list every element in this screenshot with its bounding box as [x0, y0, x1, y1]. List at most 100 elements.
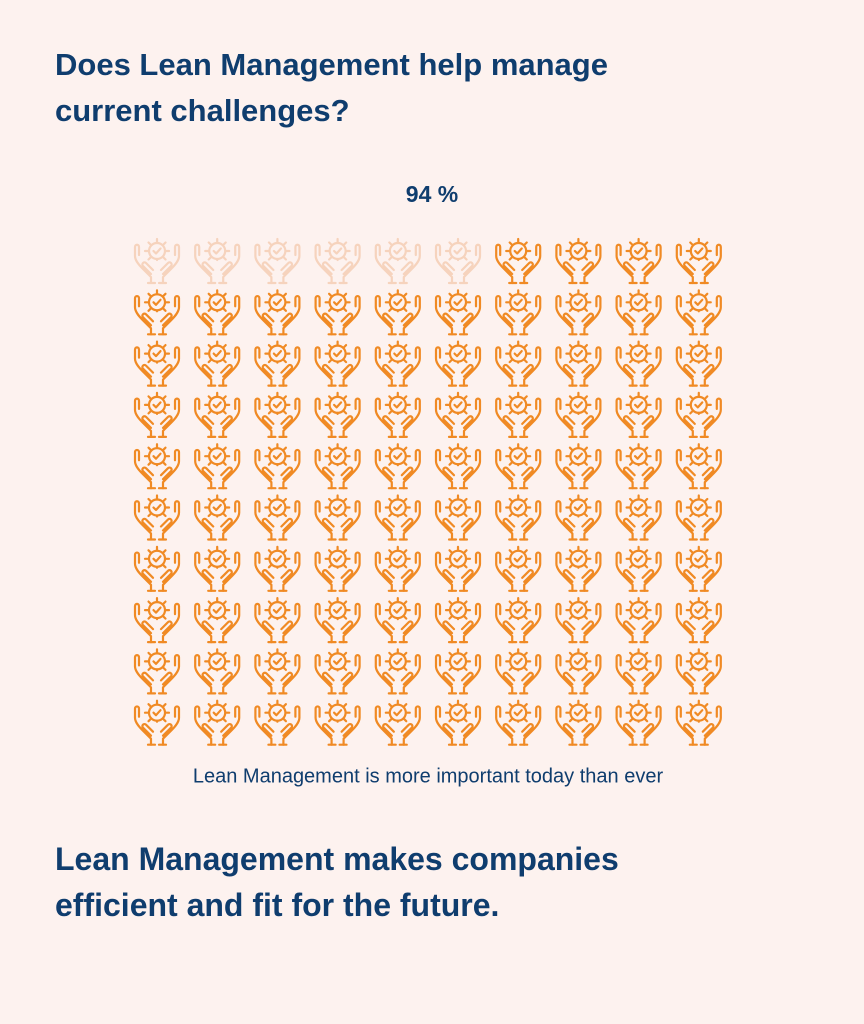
icon-filled — [495, 237, 542, 285]
icon-filled — [615, 340, 662, 387]
icon-filled — [675, 596, 722, 644]
icon-filled — [675, 289, 722, 336]
icon-filled — [615, 391, 662, 438]
icon-filled — [555, 648, 602, 695]
icon-filled — [194, 340, 241, 387]
icon-filled — [194, 545, 241, 592]
icon-filled — [194, 648, 241, 695]
icon-empty — [133, 237, 181, 285]
icon-filled — [374, 596, 421, 644]
icon-filled — [133, 545, 181, 592]
icon-empty — [374, 237, 421, 285]
icon-filled — [374, 699, 421, 746]
chart-title: Does Lean Management help manage current… — [55, 47, 608, 128]
icon-filled — [495, 596, 542, 644]
icon-filled — [314, 340, 361, 387]
icon-filled — [314, 289, 361, 336]
icon-filled — [615, 494, 662, 541]
icon-filled — [254, 699, 301, 746]
icon-filled — [254, 494, 301, 541]
icon-filled — [374, 545, 421, 592]
icon-filled — [254, 648, 301, 695]
icon-filled — [314, 699, 361, 746]
icon-filled — [194, 391, 241, 438]
icon-filled — [133, 699, 181, 746]
icon-filled — [434, 648, 482, 695]
icon-filled — [495, 699, 542, 746]
icon-empty — [434, 237, 482, 285]
icon-filled — [133, 494, 181, 541]
icon-filled — [254, 596, 301, 644]
icon-filled — [314, 494, 361, 541]
conclusion: Lean Management makes companies efficien… — [55, 841, 619, 923]
icon-filled — [555, 237, 602, 285]
icon-filled — [615, 237, 662, 285]
icon-filled — [675, 648, 722, 695]
icon-filled — [434, 494, 482, 541]
icon-filled — [194, 494, 241, 541]
icon-filled — [254, 340, 301, 387]
icon-filled — [374, 648, 421, 695]
icon-filled — [374, 494, 421, 541]
icon-filled — [495, 443, 542, 490]
icon-filled — [434, 443, 482, 490]
icon-filled — [555, 391, 602, 438]
icon-filled — [434, 699, 482, 746]
icon-filled — [555, 289, 602, 336]
icon-filled — [555, 545, 602, 592]
icon-filled — [615, 699, 662, 746]
icon-filled — [314, 545, 361, 592]
icon-filled — [615, 596, 662, 644]
icon-filled — [495, 340, 542, 387]
icon-filled — [675, 237, 722, 285]
icon-filled — [675, 391, 722, 438]
chart: 94 % Lean Management is more important t… — [133, 181, 722, 787]
icon-filled — [133, 391, 181, 438]
icon-filled — [133, 289, 181, 336]
icon-filled — [434, 391, 482, 438]
icon-filled — [495, 391, 542, 438]
icon-filled — [495, 648, 542, 695]
icon-filled — [314, 648, 361, 695]
icon-filled — [314, 391, 361, 438]
icon-filled — [434, 289, 482, 336]
icon-filled — [675, 340, 722, 387]
icon-filled — [194, 443, 241, 490]
icon-filled — [555, 596, 602, 644]
icon-filled — [434, 340, 482, 387]
icon-filled — [495, 545, 542, 592]
icon-filled — [374, 289, 421, 336]
icon-filled — [254, 289, 301, 336]
icon-empty — [254, 237, 301, 285]
value-label: 94 % — [406, 181, 458, 207]
icon-filled — [615, 545, 662, 592]
icon-filled — [615, 648, 662, 695]
icon-filled — [133, 340, 181, 387]
icon-filled — [133, 648, 181, 695]
icon-filled — [555, 340, 602, 387]
icon-filled — [615, 443, 662, 490]
icon-filled — [434, 596, 482, 644]
icon-filled — [495, 494, 542, 541]
icon-filled — [555, 443, 602, 490]
icon-filled — [615, 289, 662, 336]
icon-filled — [133, 443, 181, 490]
icon-filled — [314, 596, 361, 644]
icon-filled — [675, 545, 722, 592]
icon-filled — [374, 391, 421, 438]
icon-empty — [314, 237, 361, 285]
icon-filled — [555, 699, 602, 746]
icon-filled — [675, 443, 722, 490]
caption: Lean Management is more important today … — [193, 765, 664, 787]
icon-filled — [555, 494, 602, 541]
icon-filled — [133, 596, 181, 644]
icon-filled — [374, 443, 421, 490]
icon-filled — [495, 289, 542, 336]
icon-filled — [314, 443, 361, 490]
icon-filled — [675, 699, 722, 746]
icon-filled — [194, 699, 241, 746]
icon-filled — [254, 391, 301, 438]
icon-filled — [374, 340, 421, 387]
icon-filled — [194, 289, 241, 336]
